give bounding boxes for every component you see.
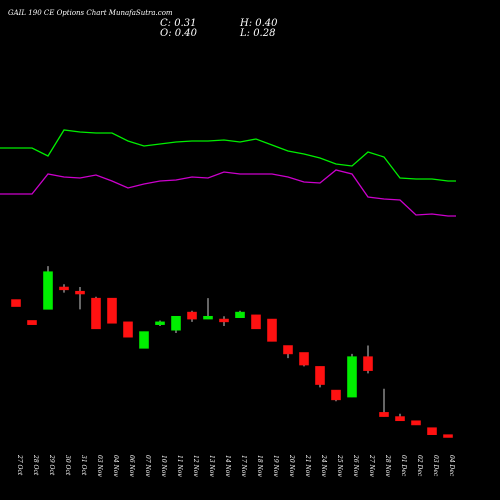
open-value: O: 0.40 bbox=[160, 28, 198, 39]
candle-body bbox=[411, 420, 421, 426]
candle-body bbox=[91, 297, 101, 330]
high-value: H: 0.40 bbox=[240, 18, 278, 29]
candle-body bbox=[171, 315, 181, 331]
close-value: C: 0.31 bbox=[160, 18, 197, 29]
x-tick-label: 25 Nov bbox=[336, 454, 343, 477]
x-tick-label: 27 Nov bbox=[368, 454, 375, 477]
candle-body bbox=[363, 356, 373, 371]
x-tick-label: 28 Nov bbox=[384, 454, 391, 477]
candle-body bbox=[187, 311, 197, 320]
candle-body bbox=[299, 352, 309, 366]
candle-body bbox=[123, 321, 133, 338]
upper-line-series bbox=[0, 129, 456, 182]
candle-body bbox=[315, 366, 325, 385]
x-tick-label: 04 Dec bbox=[448, 455, 455, 477]
candle-body bbox=[59, 286, 69, 291]
lower-line-series bbox=[0, 169, 456, 217]
x-tick-label: 14 Nov bbox=[224, 455, 231, 477]
x-tick-label: 24 Nov bbox=[320, 454, 327, 477]
candle-body bbox=[155, 321, 165, 325]
x-tick-label: 18 Nov bbox=[256, 455, 263, 477]
x-tick-label: 01 Dec bbox=[400, 455, 407, 477]
x-tick-label: 26 Nov bbox=[352, 454, 359, 477]
x-tick-label: 03 Nov bbox=[96, 455, 103, 477]
x-tick-label: 12 Nov bbox=[192, 455, 199, 477]
candle-body bbox=[219, 318, 229, 323]
x-tick-label: 21 Nov bbox=[304, 454, 311, 477]
candle-body bbox=[75, 290, 85, 295]
candle-body bbox=[347, 356, 357, 398]
x-tick-label: 17 Nov bbox=[240, 455, 247, 477]
candle-body bbox=[139, 331, 149, 349]
candle-body bbox=[395, 416, 405, 422]
x-tick-label: 31 Oct bbox=[80, 455, 87, 476]
x-tick-label: 30 Oct bbox=[64, 455, 71, 476]
x-tick-label: 06 Nov bbox=[128, 455, 135, 477]
candle-body bbox=[11, 299, 21, 307]
x-tick-label: 29 Oct bbox=[48, 454, 55, 476]
x-tick-label: 13 Nov bbox=[208, 455, 215, 477]
candle-body bbox=[203, 315, 213, 320]
candle-body bbox=[427, 427, 437, 435]
low-value: L: 0.28 bbox=[240, 28, 276, 39]
candle-body bbox=[283, 345, 293, 355]
x-tick-label: 11 Nov bbox=[176, 455, 183, 477]
candle-body bbox=[443, 434, 453, 438]
candle-body bbox=[27, 320, 37, 325]
x-tick-label: 03 Dec bbox=[432, 455, 439, 477]
x-tick-label: 19 Nov bbox=[272, 455, 279, 477]
candle-body bbox=[267, 318, 277, 342]
candle-body bbox=[379, 412, 389, 417]
chart-title: GAIL 190 CE Options Chart MunafaSutra.co… bbox=[8, 9, 173, 17]
x-tick-label: 27 Oct bbox=[16, 454, 23, 476]
x-tick-label: 04 Nov bbox=[112, 455, 119, 477]
x-tick-label: 20 Nov bbox=[288, 454, 295, 477]
x-tick-label: 28 Oct bbox=[32, 454, 39, 476]
x-tick-label: 10 Nov bbox=[160, 455, 167, 477]
candle-body bbox=[331, 389, 341, 401]
candle-body bbox=[251, 314, 261, 330]
candle-body bbox=[43, 271, 53, 310]
x-tick-label: 02 Dec bbox=[416, 455, 423, 477]
x-tick-label: 07 Nov bbox=[144, 455, 151, 477]
candle-body bbox=[235, 311, 245, 318]
candle-body bbox=[107, 297, 117, 324]
